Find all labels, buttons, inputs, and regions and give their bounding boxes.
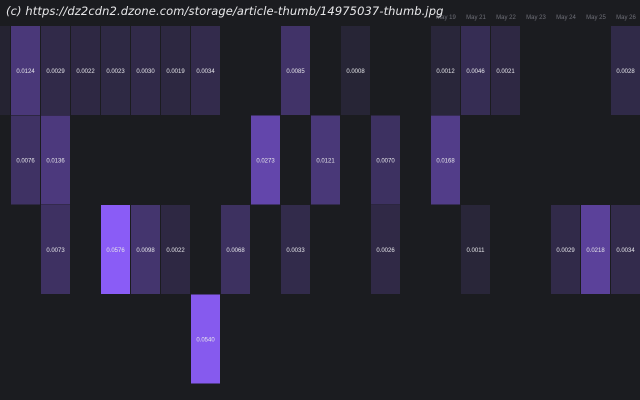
- heatmap-cell: [11, 115, 40, 205]
- cell-value-label: 0.0070: [376, 158, 395, 164]
- heatmap-cell: [341, 26, 370, 115]
- heatmap-cell: [581, 205, 610, 294]
- x-tick-label: May 26: [616, 15, 636, 21]
- cell-value-label: 0.0008: [346, 69, 365, 75]
- cell-value-label: 0.0136: [46, 158, 65, 164]
- cell-value-label: 0.0028: [616, 69, 635, 75]
- cell-value-label: 0.0046: [466, 69, 485, 75]
- x-tick-label: May 19: [436, 15, 456, 21]
- cell-value-label: 0.0121: [316, 158, 335, 164]
- heatmap-cell: [491, 26, 520, 115]
- heatmap-cell: [551, 205, 580, 294]
- cell-value-label: 0.0085: [286, 69, 305, 75]
- heatmap-cell: [611, 26, 640, 115]
- cell-value-label: 0.0023: [106, 69, 125, 75]
- x-tick-label: May 23: [526, 15, 546, 21]
- heatmap-cell: [191, 294, 220, 384]
- cell-value-label: 0.0540: [196, 337, 215, 343]
- heatmap-cell: [251, 115, 280, 205]
- heatmap-cell: [431, 115, 460, 205]
- cell-value-label: 0.0098: [136, 248, 155, 254]
- heatmap-cell: [161, 26, 190, 115]
- x-tick-label: May 21: [466, 15, 486, 21]
- heatmap-cell: [41, 115, 70, 205]
- cell-value-label: 0.0033: [286, 248, 305, 254]
- cell-value-label: 0.0076: [16, 158, 35, 164]
- x-tick-label: May 24: [556, 15, 576, 21]
- x-tick-label: May 25: [586, 15, 606, 21]
- cell-value-label: 0.0073: [46, 248, 65, 254]
- heatmap-cell: [71, 26, 100, 115]
- cell-value-label: 0.0019: [166, 69, 185, 75]
- x-tick-label: May 22: [496, 15, 516, 21]
- cell-value-label: 0.0218: [586, 248, 605, 254]
- heatmap-cell: [461, 26, 490, 115]
- cell-value-label: 0.0576: [106, 248, 125, 254]
- heatmap-cell: [371, 205, 400, 294]
- heatmap-cell: [281, 26, 310, 115]
- cell-value-label: 0.0029: [556, 248, 575, 254]
- cell-value-label: 0.0026: [376, 248, 395, 254]
- heatmap-cell: [281, 205, 310, 294]
- heatmap-cell: [0, 26, 10, 115]
- heatmap-cell: [191, 26, 220, 115]
- heatmap-cell: [461, 205, 490, 294]
- cell-value-label: 0.0022: [76, 69, 95, 75]
- heatmap-cell: [431, 26, 460, 115]
- heatmap-cell: [11, 26, 40, 115]
- cell-value-label: 0.0011: [467, 248, 486, 254]
- heatmap-cells: 050.01240.00290.00220.00230.00300.00190.…: [0, 26, 640, 384]
- heatmap-cell: [371, 115, 400, 205]
- heatmap-cell: [311, 115, 340, 205]
- cell-value-label: 0.0273: [256, 158, 275, 164]
- cell-value-label: 0.0034: [196, 69, 215, 75]
- heatmap-cell: [131, 205, 160, 294]
- heatmap-cell: [41, 26, 70, 115]
- cell-value-label: 0.0012: [436, 69, 455, 75]
- heatmap-cell: [101, 205, 130, 294]
- image-credit: (c) https://dz2cdn2.dzone.com/storage/ar…: [6, 4, 444, 18]
- cell-value-label: 0.0029: [46, 69, 65, 75]
- heatmap-cell: [221, 205, 250, 294]
- cell-value-label: 0.0124: [16, 69, 35, 75]
- heatmap-cell: [131, 26, 160, 115]
- heatmap-cell: [161, 205, 190, 294]
- heatmap-cell: [41, 205, 70, 294]
- cell-value-label: 0.0034: [616, 248, 635, 254]
- x-axis-labels: May 19 May 21 May 22 May 23 May 24 May 25 May …: [436, 15, 636, 21]
- cell-value-label: 0.0021: [496, 69, 515, 75]
- cell-value-label: 0.0030: [136, 69, 155, 75]
- heatmap-cell: [611, 205, 640, 294]
- heatmap-cell: [101, 26, 130, 115]
- cell-value-label: 0.0068: [226, 248, 245, 254]
- cell-value-label: 0.0022: [166, 248, 185, 254]
- cell-value-label: 0.0168: [436, 158, 455, 164]
